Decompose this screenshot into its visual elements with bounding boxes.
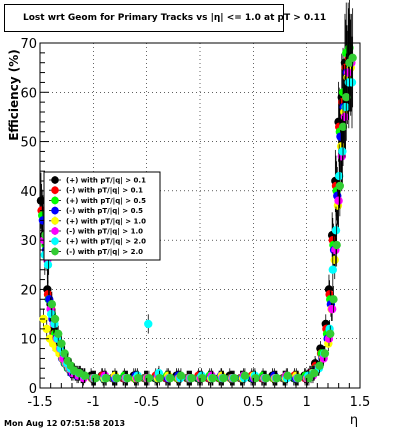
data-point	[326, 329, 335, 338]
y-tick-label: 70	[20, 37, 37, 52]
data-point	[57, 339, 66, 348]
data-point	[327, 304, 337, 314]
y-tick-label: 60	[20, 86, 37, 101]
legend-marker	[51, 206, 59, 215]
chart-title: Lost wrt Geom for Primary Tracks vs |η| …	[23, 13, 327, 23]
y-tick-label: 0	[29, 382, 37, 397]
data-point	[251, 373, 260, 383]
data-point	[187, 373, 196, 383]
data-point	[80, 371, 90, 380]
data-point	[334, 196, 343, 205]
data-point	[198, 373, 207, 383]
y-axis-title: Efficiency (%)	[7, 49, 21, 141]
data-point	[102, 373, 111, 383]
timestamp: Mon Aug 12 07:51:58 2013	[4, 419, 126, 428]
data-point	[112, 373, 122, 383]
data-point	[272, 373, 282, 383]
data-point	[315, 361, 324, 371]
data-point	[155, 373, 164, 383]
series-group	[41, 8, 357, 386]
data-point	[330, 255, 339, 265]
data-point	[42, 324, 51, 334]
legend-marker	[51, 217, 59, 225]
legend-label: (-) with pT/|q| > 1.0	[66, 228, 143, 237]
data-point	[134, 373, 143, 383]
data-point	[208, 373, 218, 383]
legend-label: (-) with pT/|q| > 0.5	[66, 207, 143, 216]
legend-marker	[51, 247, 59, 256]
legend-label: (-) with pT/|q| > 0.1	[66, 187, 143, 196]
legend-marker	[51, 227, 59, 235]
legend-label: (+) with pT/|q| > 0.5	[66, 197, 146, 206]
x-tick-label: 0.5	[243, 395, 264, 410]
data-point	[262, 373, 271, 383]
data-point	[219, 373, 228, 383]
data-marks	[36, 0, 357, 386]
legend: (+) with pT/|q| > 0.1(-) with pT/|q| > 0…	[43, 171, 161, 261]
legend-marker	[51, 196, 59, 205]
y-tick-label: 10	[20, 333, 37, 348]
data-point	[310, 369, 319, 378]
legend-marker	[51, 186, 59, 194]
data-point	[320, 349, 330, 358]
title-box: Lost wrt Geom for Primary Tracks vs |η| …	[4, 4, 326, 32]
data-point	[335, 181, 345, 191]
data-point	[176, 371, 186, 380]
data-point	[47, 300, 57, 309]
data-point	[294, 373, 303, 383]
data-point	[328, 265, 337, 274]
legend-label: (+) with pT/|q| > 2.0	[66, 238, 146, 247]
data-point	[91, 373, 100, 383]
data-point	[43, 260, 53, 269]
legend-marker	[51, 237, 59, 245]
data-point	[144, 319, 153, 329]
data-point	[338, 147, 347, 156]
data-point	[332, 240, 341, 250]
x-tick-label: -1.5	[27, 395, 52, 410]
data-point	[230, 373, 239, 383]
x-tick-label: 0	[196, 395, 204, 410]
x-tick-label: -0.5	[134, 395, 159, 410]
data-point	[54, 329, 63, 338]
x-axis-title: η	[350, 413, 358, 428]
data-point	[240, 371, 250, 380]
x-tick-label: 1	[303, 395, 311, 410]
y-tick-label: 40	[20, 185, 37, 200]
data-point	[144, 373, 154, 383]
data-point	[283, 371, 292, 380]
data-point	[50, 314, 60, 324]
legend-label: (+) with pT/|q| > 0.1	[66, 177, 146, 186]
y-tick-label: 20	[20, 283, 37, 298]
data-point	[347, 78, 357, 87]
legend-marker	[51, 176, 59, 184]
y-tick-label: 30	[20, 234, 37, 249]
legend-label: (+) with pT/|q| > 1.0	[66, 217, 146, 226]
data-point	[348, 53, 357, 62]
axes: -1.5 -1 -0.5 0 0.5 1 1.5 0 10 20 30 40 50 60 70	[20, 37, 370, 410]
data-point	[331, 226, 341, 235]
data-point	[329, 295, 338, 304]
data-point	[342, 93, 351, 102]
legend-box	[43, 171, 161, 261]
x-tick-label: -1	[87, 395, 100, 410]
data-point	[166, 373, 175, 383]
data-point	[60, 349, 69, 358]
data-point	[341, 102, 350, 112]
data-point	[338, 122, 348, 131]
legend-label: (-) with pT/|q| > 2.0	[66, 248, 143, 257]
x-tick-label: 1.5	[350, 395, 371, 410]
data-point	[335, 171, 344, 181]
data-point	[123, 373, 132, 383]
y-tick-label: 50	[20, 136, 37, 151]
